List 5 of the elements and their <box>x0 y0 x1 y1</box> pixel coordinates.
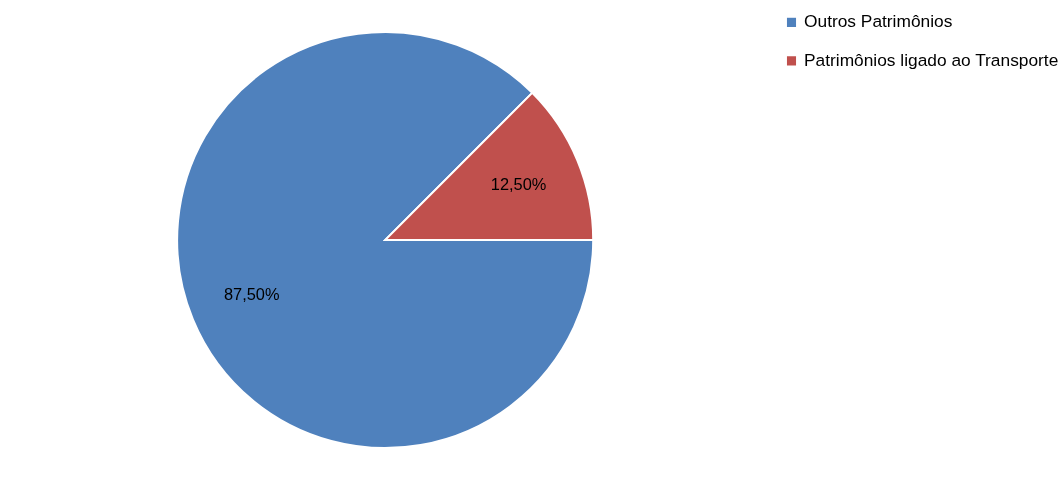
legend-label: Patrimônios ligado ao Transporte <box>804 49 1059 70</box>
legend-label: Outros Patrimônios <box>804 11 953 32</box>
pie-slice <box>176 31 595 449</box>
data-label: 87,50% <box>223 285 280 304</box>
data-label: 12,50% <box>490 174 547 193</box>
